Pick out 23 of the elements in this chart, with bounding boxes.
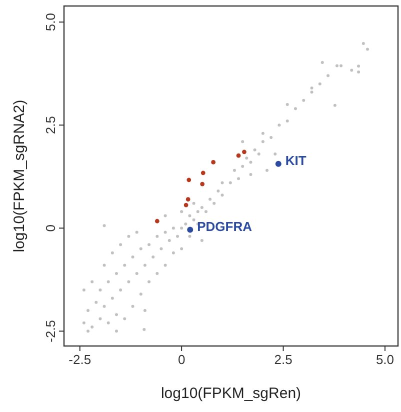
x-tick-label: 0 — [178, 352, 186, 367]
annotation: KIT — [285, 152, 306, 168]
point — [200, 182, 205, 186]
point — [275, 160, 282, 167]
point — [184, 202, 188, 208]
x-axis-title: log10(FPKM_sgRen) — [160, 385, 302, 402]
point — [187, 226, 194, 233]
y-axis-title: log10(FPKM_sgRNA2) — [11, 100, 28, 252]
x-tick-label: 5.0 — [376, 352, 394, 367]
y-tick-label: 5.0 — [43, 13, 58, 32]
y-tick-label: 0 — [43, 224, 58, 232]
point — [186, 178, 192, 182]
point — [186, 197, 190, 202]
point — [211, 160, 216, 164]
point — [242, 150, 246, 154]
point — [200, 170, 206, 176]
x-tick-label: -2.5 — [68, 352, 92, 367]
y-tick-label: 2.5 — [43, 116, 58, 134]
x-tick-label: 2.5 — [274, 352, 292, 367]
point — [236, 153, 241, 158]
y-tick-label: -2.5 — [43, 320, 58, 342]
annotation: PDGFRA — [197, 218, 253, 234]
point — [154, 218, 160, 224]
